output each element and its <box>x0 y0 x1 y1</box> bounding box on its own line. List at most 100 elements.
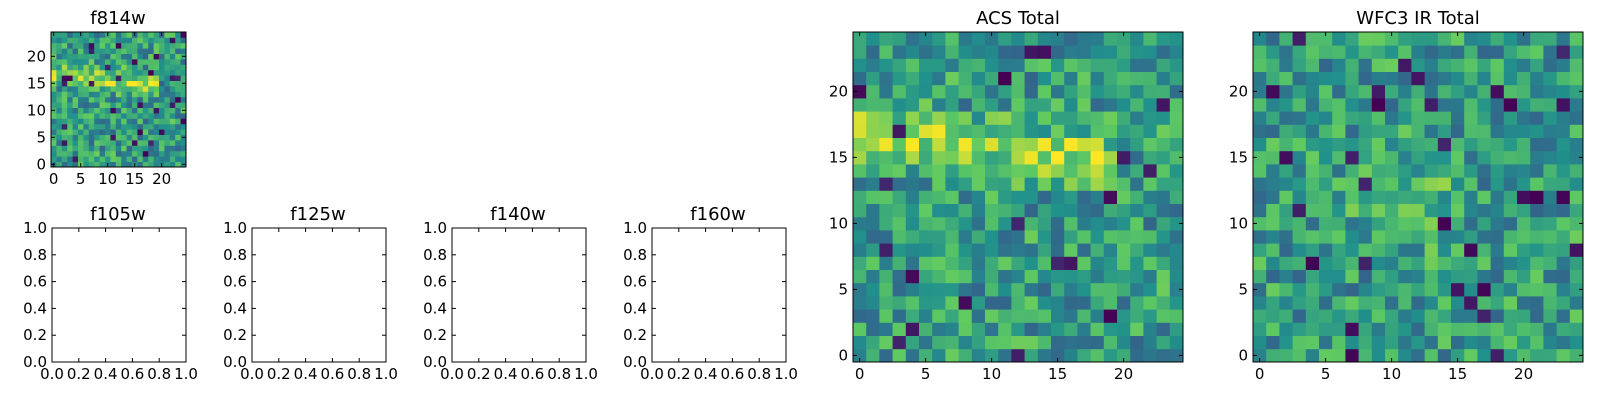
f814w-cell <box>56 75 63 81</box>
f814w-cell <box>142 140 149 146</box>
f814w-cell <box>105 37 111 44</box>
acs-total-ytick-label: 5 <box>838 280 848 298</box>
acs-total-cell <box>1130 216 1144 231</box>
wfc3-ir-total-cell <box>1530 230 1544 244</box>
wfc3-ir-total-cell <box>1332 296 1346 310</box>
wfc3-ir-total-cell <box>1424 243 1439 257</box>
f814w-cell <box>61 102 68 108</box>
wfc3-ir-total-cell <box>1477 84 1491 99</box>
f814w-cell <box>56 48 63 54</box>
f125w-xtick-label: 0.8 <box>347 365 371 383</box>
wfc3-ir-total-cell <box>1411 32 1425 46</box>
f814w-cell <box>126 102 133 108</box>
wfc3-ir-total-cell <box>1305 216 1320 231</box>
wfc3-ir-total-cell <box>1424 296 1439 310</box>
wfc3-ir-total-cell <box>1490 177 1505 191</box>
f814w-cell <box>180 42 187 49</box>
wfc3-ir-total-cell <box>1385 124 1399 138</box>
wfc3-ir-total-cell <box>1464 216 1478 231</box>
wfc3-ir-total-cell <box>1490 230 1505 244</box>
wfc3-ir-total-cell <box>1266 124 1280 138</box>
f814w-cell <box>164 59 171 65</box>
acs-total-cell <box>998 58 1012 72</box>
acs-total-cell <box>1051 309 1065 323</box>
f814w-cell <box>175 32 181 38</box>
wfc3-ir-total-cell <box>1411 322 1425 336</box>
wfc3-ir-total-xtick-label: 20 <box>1514 365 1533 383</box>
wfc3-ir-total-cell <box>1464 348 1478 363</box>
f814w-cell <box>164 134 171 141</box>
wfc3-ir-total-cell <box>1490 256 1505 270</box>
acs-total-cell <box>879 164 893 178</box>
wfc3-ir-total-cell <box>1266 84 1280 99</box>
acs-total-cell <box>985 58 999 72</box>
f814w-cell <box>51 64 57 71</box>
wfc3-ir-total-cell <box>1530 71 1544 86</box>
f814w-cell <box>88 75 95 81</box>
f814w-cell <box>169 32 176 38</box>
wfc3-ir-total-cell <box>1358 98 1373 112</box>
f814w-cell <box>169 102 176 108</box>
f814w-cell <box>115 150 122 157</box>
acs-total-cell <box>958 45 973 59</box>
acs-total-cell <box>1077 32 1091 46</box>
wfc3-ir-total-cell <box>1253 230 1267 244</box>
wfc3-ir-total-cell <box>1332 45 1346 59</box>
acs-total-cell <box>1064 98 1078 112</box>
f814w-cell <box>56 86 63 92</box>
acs-total-cell <box>1090 282 1105 297</box>
acs-total-cell <box>1011 256 1025 270</box>
f814w-cell <box>51 96 57 103</box>
acs-total-cell <box>932 84 946 99</box>
f814w-cell <box>142 96 149 103</box>
f814w-cell <box>94 48 100 54</box>
acs-total-cell <box>905 216 920 231</box>
wfc3-ir-total-cell <box>1292 335 1307 350</box>
wfc3-ir-total-cell <box>1279 45 1293 59</box>
f814w-cell <box>67 75 73 81</box>
acs-total-cell <box>958 98 973 112</box>
acs-total-cell <box>945 45 959 59</box>
f814w-cell <box>148 32 154 38</box>
acs-total-cell <box>1064 111 1078 125</box>
acs-total-cell <box>958 348 973 363</box>
wfc3-ir-total-cell <box>1279 177 1293 191</box>
acs-total-cell <box>985 322 999 336</box>
wfc3-ir-total-cell <box>1490 282 1505 297</box>
acs-total-cell <box>1103 216 1118 231</box>
wfc3-ir-total-cell <box>1464 164 1478 178</box>
acs-total-cell <box>998 111 1012 125</box>
f814w-cell <box>105 107 111 114</box>
f814w-cell <box>51 123 57 130</box>
wfc3-ir-total-cell <box>1398 45 1412 59</box>
acs-total-cell <box>1051 216 1065 231</box>
f814w-cell <box>61 91 68 98</box>
wfc3-ir-total-cell <box>1437 124 1452 138</box>
f814w-cell <box>164 37 171 44</box>
acs-total-cell <box>905 256 920 270</box>
f814w-cell <box>137 37 144 44</box>
f814w-cell <box>110 140 117 146</box>
wfc3-ir-total-cell <box>1398 164 1412 178</box>
f814w-cell <box>169 80 176 87</box>
wfc3-ir-total-cell <box>1517 230 1531 244</box>
acs-total-cell <box>1117 296 1131 310</box>
wfc3-ir-total-cell <box>1543 282 1557 297</box>
wfc3-ir-total-cell <box>1503 124 1518 138</box>
wfc3-ir-total-cell <box>1319 190 1333 204</box>
f814w-cell <box>105 134 111 141</box>
wfc3-ir-total-cell <box>1279 84 1293 99</box>
acs-total-cell <box>1156 230 1171 244</box>
acs-total-cell <box>1064 269 1078 284</box>
frame-f125w <box>251 227 387 363</box>
wfc3-ir-total-cell <box>1424 111 1439 125</box>
f814w-cell <box>121 150 127 157</box>
acs-total-cell <box>1103 269 1118 284</box>
f814w-cell <box>169 64 176 71</box>
f814w-cell <box>180 102 187 108</box>
wfc3-ir-total-cell <box>1530 216 1544 231</box>
wfc3-ir-total-cell <box>1437 230 1452 244</box>
f814w-cell <box>94 59 100 65</box>
f814w-xtick-label: 20 <box>152 170 171 188</box>
